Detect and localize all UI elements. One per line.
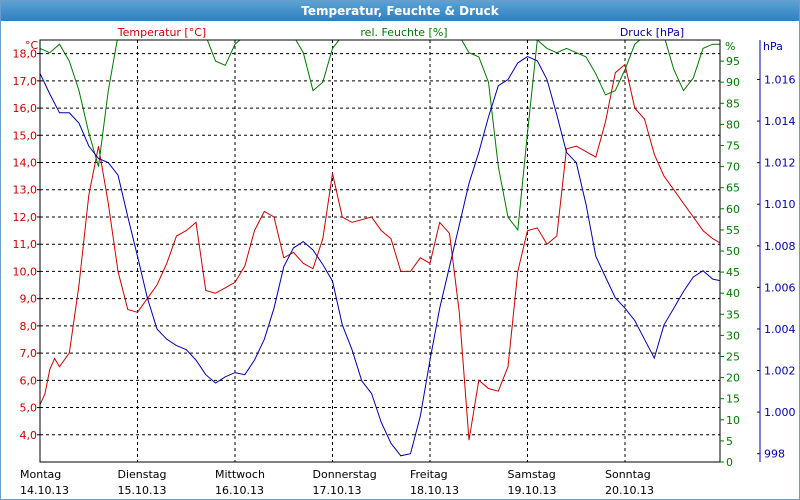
tick-label-pressure: 1.002 xyxy=(764,365,796,378)
tick-label-temperature: 9,0 xyxy=(20,293,38,306)
x-label-day: Dienstag xyxy=(118,468,167,481)
tick-label-humidity: 5 xyxy=(726,435,733,448)
tick-label-temperature: 6,0 xyxy=(20,374,38,387)
tick-label-temperature: 4,0 xyxy=(20,429,38,442)
tick-label-humidity: 50 xyxy=(726,245,740,258)
x-label-date: 16.10.13 xyxy=(215,484,264,497)
tick-label-temperature: 15,0 xyxy=(13,129,38,142)
tick-label-humidity: 35 xyxy=(726,308,740,321)
x-label-date: 17.10.13 xyxy=(313,484,362,497)
tick-label-temperature: 8,0 xyxy=(20,320,38,333)
tick-label-humidity: 90 xyxy=(726,76,740,89)
tick-label-humidity: 65 xyxy=(726,182,740,195)
x-label-date: 14.10.13 xyxy=(20,484,69,497)
x-label-date: 18.10.13 xyxy=(410,484,459,497)
tick-label-humidity: 25 xyxy=(726,351,740,364)
tick-label-temperature: 18,0 xyxy=(13,48,38,61)
x-label-day: Samstag xyxy=(508,468,556,481)
tick-label-temperature: 13,0 xyxy=(13,184,38,197)
window-title: Temperatur, Feuchte & Druck xyxy=(1,1,799,21)
tick-label-humidity: 40 xyxy=(726,287,740,300)
tick-label-humidity: 55 xyxy=(726,224,740,237)
tick-label-humidity: 0 xyxy=(726,456,733,469)
plot-frame xyxy=(39,39,721,463)
tick-label-humidity: 30 xyxy=(726,329,740,342)
legend-pressure: Druck [hPa] xyxy=(620,26,684,39)
tick-label-humidity: 70 xyxy=(726,161,740,174)
grid xyxy=(40,40,720,462)
unit-pressure: hPa xyxy=(763,40,783,53)
unit-humidity: % xyxy=(725,40,735,53)
axes xyxy=(37,39,761,463)
tick-label-pressure: 998 xyxy=(764,448,785,461)
unit-temperature: °C xyxy=(25,39,39,52)
tick-label-pressure: 1.010 xyxy=(764,198,796,211)
tick-label-pressure: 1.004 xyxy=(764,323,796,336)
tick-label-humidity: 85 xyxy=(726,97,740,110)
legend-humidity: rel. Feuchte [%] xyxy=(360,26,447,39)
tick-label-pressure: 1.000 xyxy=(764,406,796,419)
labels: Temperatur [°C] rel. Feuchte [%] Druck [… xyxy=(13,26,796,497)
series-line-pressure xyxy=(40,56,720,457)
legend-temperature: Temperatur [°C] xyxy=(117,26,206,39)
tick-label-humidity: 80 xyxy=(726,118,740,131)
tick-label-temperature: 14,0 xyxy=(13,157,38,170)
tick-label-temperature: 16,0 xyxy=(13,102,38,115)
series-line-temperature xyxy=(40,63,720,441)
x-label-day: Montag xyxy=(20,468,61,481)
tick-label-temperature: 12,0 xyxy=(13,211,38,224)
x-label-day: Freitag xyxy=(410,468,448,481)
tick-label-temperature: 17,0 xyxy=(13,75,38,88)
x-label-day: Mittwoch xyxy=(215,468,265,481)
tick-label-temperature: 11,0 xyxy=(13,238,38,251)
x-label-day: Donnerstag xyxy=(313,468,377,481)
x-label-day: Sonntag xyxy=(605,468,651,481)
tick-label-humidity: 20 xyxy=(726,372,740,385)
tick-label-temperature: 5,0 xyxy=(20,402,38,415)
tick-label-pressure: 1.016 xyxy=(764,73,796,86)
x-label-date: 20.10.13 xyxy=(605,484,654,497)
tick-label-pressure: 1.008 xyxy=(764,240,796,253)
tick-label-humidity: 15 xyxy=(726,393,740,406)
tick-label-temperature: 10,0 xyxy=(13,265,38,278)
x-label-date: 15.10.13 xyxy=(118,484,167,497)
tick-label-humidity: 95 xyxy=(726,55,740,68)
series-layer xyxy=(40,40,720,457)
tick-label-temperature: 7,0 xyxy=(20,347,38,360)
tick-label-pressure: 1.014 xyxy=(764,115,796,128)
tick-label-pressure: 1.012 xyxy=(764,157,796,170)
tick-label-humidity: 75 xyxy=(726,140,740,153)
x-label-date: 19.10.13 xyxy=(508,484,557,497)
tick-label-humidity: 45 xyxy=(726,266,740,279)
tick-label-humidity: 60 xyxy=(726,203,740,216)
series-line-humidity xyxy=(40,40,720,232)
tick-label-pressure: 1.006 xyxy=(764,281,796,294)
tick-label-humidity: 10 xyxy=(726,414,740,427)
